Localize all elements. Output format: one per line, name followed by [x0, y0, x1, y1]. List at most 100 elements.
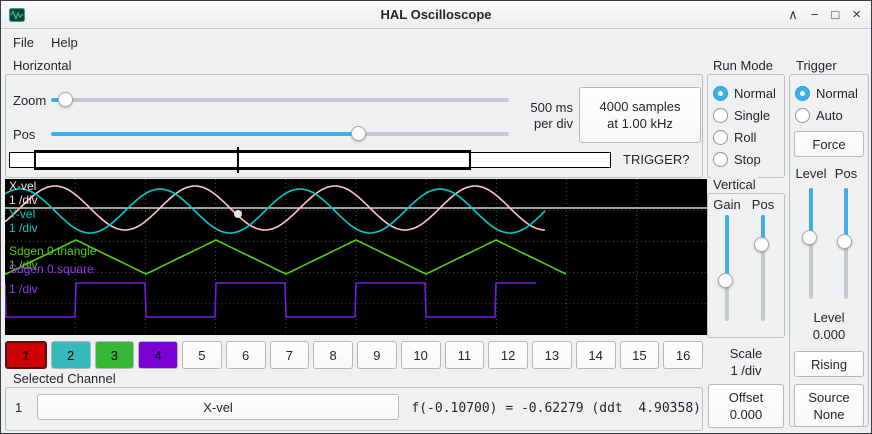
gain-slider-track[interactable]: [725, 215, 729, 321]
gain-slider-handle[interactable]: [718, 273, 733, 288]
time-per-div-readout: 500 ms per div: [501, 100, 573, 132]
channel-button-15[interactable]: 15: [619, 341, 660, 369]
radio-icon: [713, 108, 728, 123]
cursor-readout: f(-0.10700) = -0.62279 (ddt 4.90358): [411, 401, 701, 416]
radio-icon: [795, 86, 810, 101]
menubar: File Help: [1, 29, 871, 55]
radio-label: Normal: [734, 86, 776, 101]
selected-channel-group-title: Selected Channel: [11, 371, 118, 386]
channel-button-14[interactable]: 14: [575, 341, 616, 369]
channel-name-button[interactable]: X-vel: [37, 394, 399, 420]
run-mode-option-single[interactable]: Single: [713, 108, 776, 123]
maximize-icon[interactable]: □: [831, 7, 840, 22]
selected-channel-group: [5, 387, 703, 431]
radio-label: Stop: [734, 152, 761, 167]
channel-button-5[interactable]: 5: [182, 341, 222, 369]
channel-button-9[interactable]: 9: [357, 341, 397, 369]
offset-label: Offset: [728, 390, 764, 405]
hpos-label: Pos: [13, 127, 36, 142]
minimize-icon[interactable]: −: [810, 7, 819, 22]
trigger-source-button[interactable]: Source None: [794, 384, 864, 427]
trigger-level-slider-handle[interactable]: [802, 230, 817, 245]
channel-button-8[interactable]: 8: [313, 341, 353, 369]
channel-row: 1 2 3 4 5 6 7 8 9 10 11 12 13 14 15 16: [5, 341, 703, 369]
channel-button-10[interactable]: 10: [400, 341, 441, 369]
vertical-group: [707, 193, 785, 338]
radio-icon: [795, 108, 810, 123]
trigger-level-slider-label: Level: [795, 166, 827, 181]
vertical-pos-slider-label: Pos: [751, 197, 775, 212]
radio-icon: [713, 130, 728, 145]
acquisition-overview-bar[interactable]: [9, 152, 611, 168]
menu-file[interactable]: File: [13, 35, 34, 50]
trigger-source-value: None: [813, 406, 845, 422]
samples-button[interactable]: 4000 samples at 1.00 kHz: [579, 87, 701, 143]
time-per-div-unit: per div: [533, 116, 573, 131]
view-window-marker[interactable]: [34, 150, 471, 170]
channel-button-6[interactable]: 6: [225, 341, 266, 369]
window-title: HAL Oscilloscope: [380, 7, 492, 22]
trigger-group-title: Trigger: [794, 58, 839, 73]
channel-button-12[interactable]: 12: [488, 341, 528, 369]
radio-label: Single: [734, 108, 771, 123]
channel-button-16[interactable]: 16: [663, 341, 703, 369]
horizontal-group-title: Horizontal: [11, 58, 74, 73]
trigger-question-label: TRIGGER?: [623, 152, 690, 167]
trigger-pos-slider-handle[interactable]: [837, 234, 852, 249]
app-icon: [9, 8, 25, 22]
run-mode-option-roll[interactable]: Roll: [713, 130, 776, 145]
trigger-source-label: Source: [808, 389, 850, 405]
channel-button-11[interactable]: 11: [444, 341, 485, 369]
selected-channel-number: 1: [15, 400, 23, 415]
trigger-edge-button[interactable]: Rising: [794, 351, 864, 377]
vertical-pos-slider-track[interactable]: [761, 215, 765, 321]
channel-button-7[interactable]: 7: [269, 341, 310, 369]
zoom-label: Zoom: [13, 93, 47, 108]
trigger-option-normal[interactable]: Normal: [795, 86, 858, 101]
run-mode-group-title: Run Mode: [711, 58, 775, 73]
time-per-div-value: 500 ms: [530, 100, 573, 115]
scale-label: Scale: [729, 346, 763, 361]
channel-button-4[interactable]: 4: [138, 341, 178, 369]
channel-button-3[interactable]: 3: [94, 341, 135, 369]
trigger-level-readout-label: Level: [813, 310, 845, 325]
close-icon[interactable]: ×: [852, 6, 861, 23]
offset-box[interactable]: Offset 0.000: [708, 384, 784, 428]
run-mode-option-normal[interactable]: Normal: [713, 86, 776, 101]
channel-button-2[interactable]: 2: [50, 341, 91, 369]
shade-icon[interactable]: ∧: [788, 7, 798, 22]
channel-button-1[interactable]: 1: [5, 341, 47, 369]
radio-icon: [713, 152, 728, 167]
run-mode-option-stop[interactable]: Stop: [713, 152, 776, 167]
run-mode-options: Normal Single Roll Stop: [713, 86, 776, 167]
force-button[interactable]: Force: [794, 131, 864, 157]
trigger-position-marker[interactable]: [237, 147, 239, 173]
titlebar[interactable]: HAL Oscilloscope ∧ − □ ×: [1, 1, 871, 29]
menu-help[interactable]: Help: [51, 35, 78, 50]
trigger-options: Normal Auto: [795, 86, 858, 123]
gain-slider-label: Gain: [713, 197, 741, 212]
trigger-option-auto[interactable]: Auto: [795, 108, 858, 123]
vertical-pos-slider-handle[interactable]: [754, 237, 769, 252]
scale-value: 1 /div: [730, 363, 762, 378]
window-controls: ∧ − □ ×: [788, 5, 861, 25]
radio-label: Auto: [816, 108, 843, 123]
radio-label: Normal: [816, 86, 858, 101]
channel-button-13[interactable]: 13: [532, 341, 572, 369]
samples-line1: 4000 samples: [599, 99, 681, 114]
radio-label: Roll: [734, 130, 757, 145]
scope-display[interactable]: X-vel 1 /div Y-vel 1 /div Sdgen 0.triangle 1 …: [5, 179, 707, 335]
radio-icon: [713, 86, 728, 101]
horizontal-group: [5, 74, 703, 178]
offset-value: 0.000: [729, 407, 763, 422]
scope-canvas: [5, 179, 707, 335]
samples-line2: at 1.00 kHz: [607, 116, 673, 131]
trigger-pos-slider-label: Pos: [834, 166, 858, 181]
trigger-level-readout-value: 0.000: [812, 327, 846, 342]
zoom-slider-handle[interactable]: [58, 92, 73, 107]
vertical-group-title: Vertical: [711, 177, 758, 192]
hpos-slider-handle[interactable]: [351, 126, 366, 141]
zoom-slider-track[interactable]: [51, 98, 509, 102]
hpos-slider-track[interactable]: [51, 132, 509, 136]
